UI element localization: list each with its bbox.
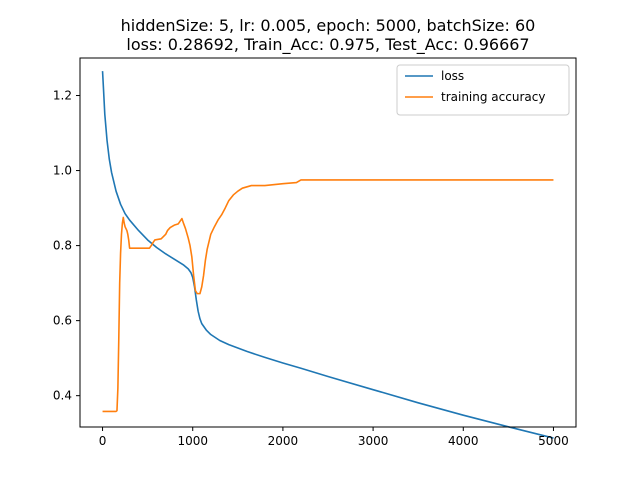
x-tick-label: 4000 xyxy=(448,434,479,448)
y-tick-label: 1.2 xyxy=(53,89,72,103)
x-tick-label: 0 xyxy=(99,434,107,448)
x-tick-label: 5000 xyxy=(538,434,569,448)
legend-label: training accuracy xyxy=(441,90,545,104)
x-axis: 0 1000 2000 3000 4000 5000 xyxy=(99,427,569,448)
plot-lines xyxy=(101,71,554,439)
legend-label: loss xyxy=(441,69,464,83)
legend-box xyxy=(396,64,570,116)
plot-frame xyxy=(79,57,577,428)
series-line-training-accuracy xyxy=(102,179,554,413)
legend: loss training accuracy xyxy=(396,64,570,116)
x-tick-label: 1000 xyxy=(177,434,208,448)
x-tick-label: 3000 xyxy=(358,434,389,448)
chart-subtitle: loss: 0.28692, Train_Acc: 0.975, Test_Ac… xyxy=(126,35,529,55)
x-tick-label: 2000 xyxy=(268,434,299,448)
y-tick-label: 1.0 xyxy=(53,164,72,178)
y-tick-label: 0.8 xyxy=(53,239,72,253)
chart-title: hiddenSize: 5, lr: 0.005, epoch: 5000, b… xyxy=(121,16,536,35)
y-tick-label: 0.4 xyxy=(53,389,72,403)
y-axis: 0.4 0.6 0.8 1.0 1.2 xyxy=(53,89,80,403)
y-tick-label: 0.6 xyxy=(53,314,72,328)
